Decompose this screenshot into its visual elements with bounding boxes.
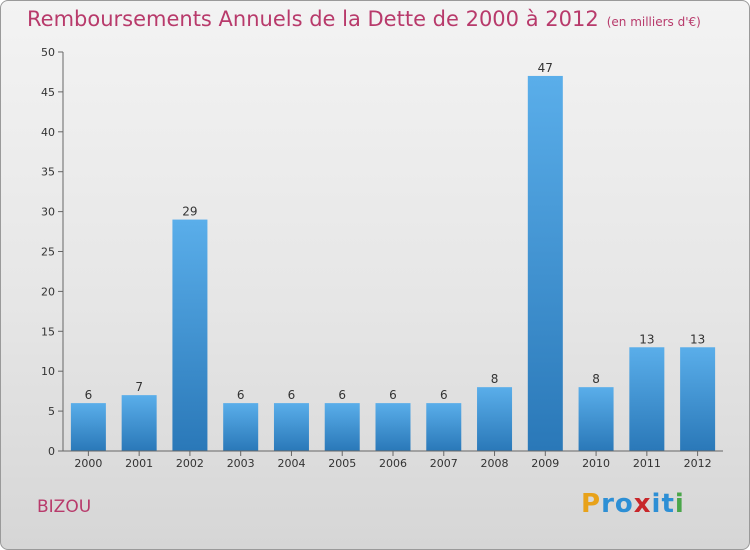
place-name: BIZOU (37, 497, 92, 517)
data-label-2009: 47 (538, 61, 553, 75)
bar-2002 (172, 219, 208, 451)
bar-2008 (477, 387, 513, 451)
chart-unit: (en milliers d'€) (606, 15, 701, 29)
data-label-2006: 6 (389, 388, 397, 402)
y-tick-label: 5 (48, 405, 55, 418)
x-tick-label: 2010 (582, 457, 610, 470)
y-tick-label: 20 (41, 285, 55, 298)
bar-2000 (70, 403, 106, 451)
logo-letter: i (651, 489, 662, 519)
y-tick-label: 50 (41, 46, 55, 59)
x-tick-label: 2005 (328, 457, 356, 470)
y-tick-label: 30 (41, 206, 55, 219)
data-label-2002: 29 (182, 205, 197, 219)
y-tick-label: 45 (41, 86, 55, 99)
data-label-2003: 6 (237, 388, 245, 402)
x-tick-label: 2009 (531, 457, 559, 470)
data-label-2008: 8 (491, 372, 499, 386)
data-label-2000: 6 (85, 388, 93, 402)
bar-2011 (629, 347, 665, 451)
y-tick-label: 15 (41, 325, 55, 338)
data-label-2012: 13 (690, 332, 705, 346)
proxiti-logo: Proxiti (581, 489, 685, 519)
data-label-2005: 6 (338, 388, 346, 402)
bar-2005 (324, 403, 360, 451)
y-tick-label: 35 (41, 166, 55, 179)
bar-2012 (680, 347, 716, 451)
x-tick-label: 2000 (74, 457, 102, 470)
logo-letter: t (661, 489, 675, 519)
y-tick-label: 0 (48, 445, 55, 458)
y-tick-label: 40 (41, 126, 55, 139)
x-tick-label: 2003 (227, 457, 255, 470)
x-tick-label: 2008 (481, 457, 509, 470)
data-label-2004: 6 (288, 388, 296, 402)
bar-2003 (223, 403, 259, 451)
y-tick-label: 10 (41, 365, 55, 378)
data-label-2010: 8 (592, 372, 600, 386)
logo-letter: o (614, 489, 634, 519)
data-label-2011: 13 (639, 332, 654, 346)
logo-letter: x (633, 489, 652, 519)
bar-2001 (121, 395, 157, 451)
x-tick-label: 2007 (430, 457, 458, 470)
chart-title: Remboursements Annuels de la Dette de 20… (27, 7, 701, 31)
chart-title-text: Remboursements Annuels de la Dette de 20… (27, 7, 599, 31)
x-tick-label: 2002 (176, 457, 204, 470)
logo-letter: P (581, 489, 602, 519)
bar-2009 (527, 75, 563, 451)
x-tick-label: 2006 (379, 457, 407, 470)
bar-2006 (375, 403, 411, 451)
x-tick-label: 2011 (633, 457, 661, 470)
x-tick-label: 2012 (684, 457, 712, 470)
data-label-2001: 7 (135, 380, 143, 394)
x-tick-label: 2001 (125, 457, 153, 470)
x-tick-label: 2004 (277, 457, 305, 470)
data-label-2007: 6 (440, 388, 448, 402)
bar-2010 (578, 387, 614, 451)
bar-2004 (273, 403, 309, 451)
y-tick-label: 25 (41, 246, 55, 259)
logo-letter: i (674, 489, 685, 519)
bar-2007 (426, 403, 462, 451)
logo-letter: r (601, 489, 615, 519)
